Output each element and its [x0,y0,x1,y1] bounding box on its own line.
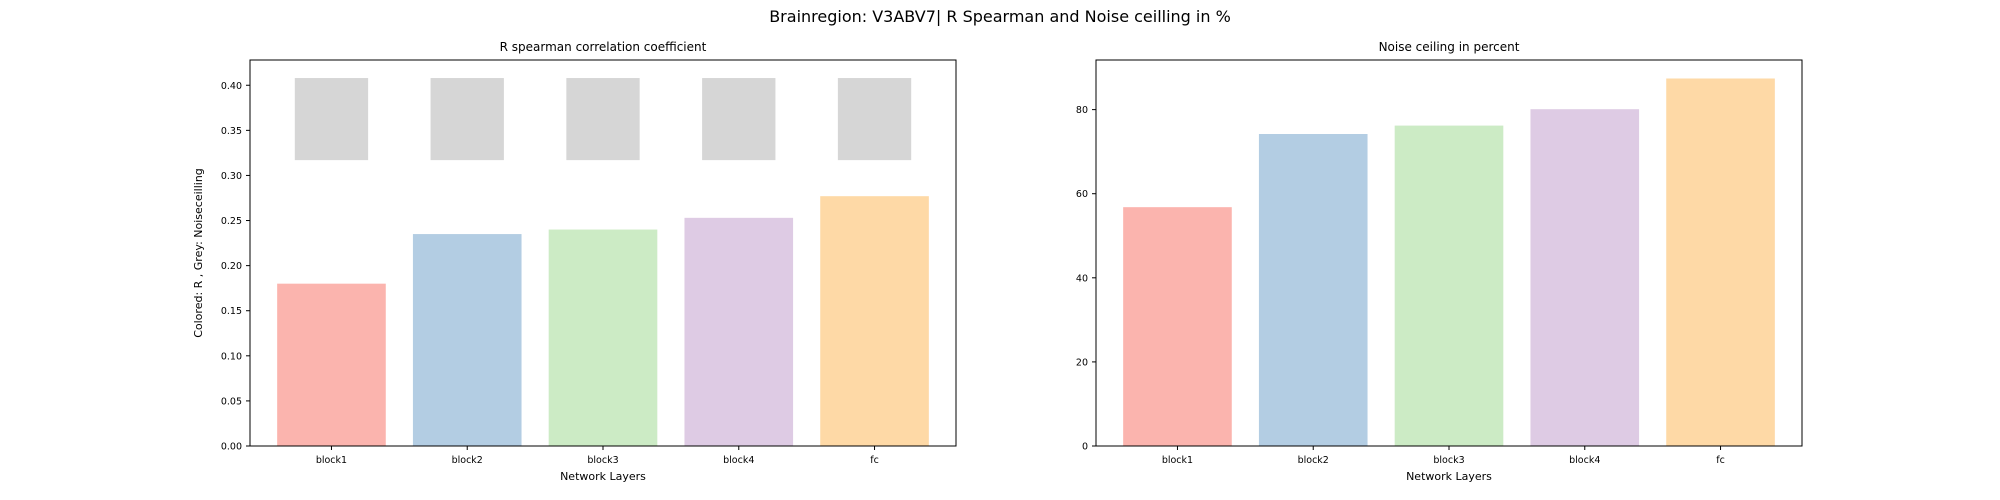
chart-title: Noise ceiling in percent [1379,40,1520,54]
x-tick-label: block4 [723,455,754,466]
x-tick-label: fc [1716,455,1725,466]
x-axis-label: Network Layers [1406,470,1492,483]
y-tick-label: 0.40 [221,81,242,92]
bar-fc [1666,78,1775,446]
bar-block3 [548,229,658,446]
x-tick-label: block4 [1569,455,1600,466]
y-axis-label: Colored: R , Grey: Noiseceilling [192,168,205,338]
y-tick-label: 60 [1076,189,1088,200]
x-tick-label: block3 [587,455,618,466]
bar-block1 [277,283,386,446]
x-tick-label: block2 [452,455,483,466]
bar-block3 [1394,125,1504,446]
y-tick-label: 0.15 [221,306,242,317]
figure-title: Brainregion: V3ABV7| R Spearman and Nois… [769,7,1231,26]
y-tick-label: 0.25 [221,216,242,227]
y-tick-label: 0.30 [221,171,242,182]
bar-block4 [684,217,794,446]
y-tick-label: 20 [1076,357,1088,368]
noise-ceiling-box-block3 [566,78,640,161]
noise-ceiling-box-block2 [430,78,504,161]
noise-ceiling-box-fc [837,78,912,161]
y-tick-label: 80 [1076,105,1088,116]
bar-block2 [412,234,522,446]
noise-ceiling-box-block4 [702,78,776,161]
chart-noise-ceiling: Noise ceiling in percent 0 20 40 60 80 block1 b… [1076,40,1803,483]
y-tick-label: 0 [1082,442,1088,453]
bar-fc [820,196,929,446]
x-tick-label: fc [870,455,879,466]
x-tick-label: block3 [1433,455,1464,466]
x-tick-label: block1 [1162,455,1193,466]
chart-r-spearman: R spearman correlation coefficient 0.00 0.… [192,40,957,483]
x-axis-label: Network Layers [560,470,646,483]
bar-block2 [1258,134,1368,446]
y-tick-label: 0.05 [221,396,242,407]
bar-block4 [1530,109,1640,446]
y-tick-label: 0.20 [221,261,242,272]
y-tick-label: 0.00 [221,442,242,453]
x-tick-label: block1 [316,455,347,466]
y-tick-label: 0.35 [221,126,242,137]
noise-ceiling-box-block1 [294,78,369,161]
x-tick-label: block2 [1298,455,1329,466]
chart-title: R spearman correlation coefficient [500,40,707,54]
y-tick-label: 0.10 [221,351,242,362]
y-tick-label: 40 [1076,273,1088,284]
bar-block1 [1123,207,1232,446]
